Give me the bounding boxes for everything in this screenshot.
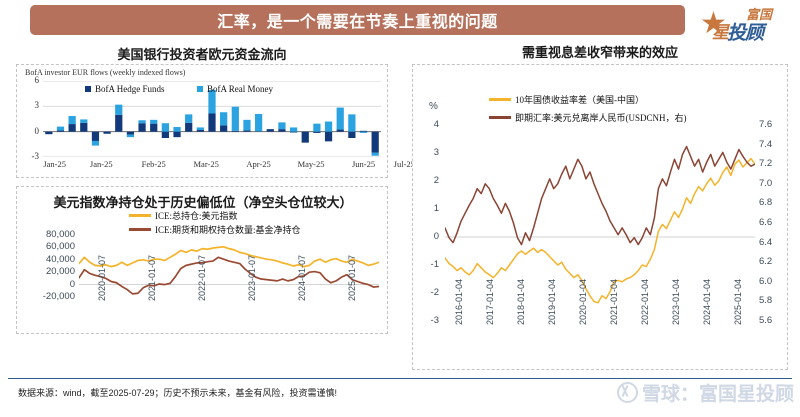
axis-tick-label: 2019-01-04 (547, 278, 558, 325)
axis-tick-label: Jun-25 (351, 159, 376, 169)
legend-line-icon (129, 214, 151, 217)
usdx-plot (79, 235, 379, 297)
legend-label: 10年国债收益率差（美国-中国） (515, 95, 644, 105)
axis-tick-label: 20,000 (45, 266, 75, 278)
axis-tick-label: 6.4 (759, 236, 773, 248)
axis-tick-label: -1 (430, 259, 439, 270)
axis-tick-label: -20,000 (42, 291, 75, 302)
legend-label: 即期汇率:美元兑离岸人民币(USDCNH，右) (515, 113, 687, 123)
header-title-bar: 汇率，是一个需要在节奏上重视的问题 (30, 5, 685, 35)
axis-tick-label: 0 (69, 278, 75, 290)
axis-tick-label: 5.6 (759, 315, 773, 326)
axis-tick-label: Feb-25 (141, 159, 166, 169)
axis-tick-label: Apr-25 (246, 159, 271, 169)
axis-tick-label: 5.8 (759, 295, 773, 307)
axis-tick-label: 3 (34, 100, 40, 111)
axis-tick-label: 60,000 (45, 241, 75, 253)
legend-line-icon (489, 98, 511, 101)
axis-tick-label: 2022-01-04 (640, 278, 651, 325)
axis-tick-label: 2 (433, 175, 439, 186)
axis-tick-label: 2020-01-04 (578, 278, 589, 325)
axis-tick-label: 6.6 (759, 217, 773, 228)
axis-tick-label: 6.0 (759, 275, 773, 287)
footer-note: 数据来源：wind，截至2025-07-29；历史不预示未来，基金有风险，投资需… (18, 388, 338, 398)
panel-eur-flows-title: 美国银行投资者欧元资金流向 (117, 47, 287, 62)
axis-tick-label: 40,000 (45, 253, 75, 265)
legend-swatch-icon (197, 86, 203, 92)
star-icon: ★ (700, 7, 727, 40)
legend-usdx-net: ICE:期货和期权持仓数量:基金净持仓 (129, 223, 301, 236)
axis-tick-label: 2021-01-07 (146, 254, 157, 301)
xueqiu-watermark: 雪球：富国星投顾 (616, 379, 794, 406)
spread-left-axis-unit: % (429, 101, 438, 112)
legend-usdx-total: ICE:总持仓:美元指数 (129, 209, 238, 222)
axis-tick-label: Jan-25 (89, 159, 113, 169)
chart-usdx: 美元指数净持仓处于历史偏低位（净空头仓位较大） ICE:总持仓:美元指数 ICE… (16, 186, 388, 334)
chart-eur-flows-caption: BofA investor EUR flows (weekly indexed … (25, 68, 186, 77)
legend-label: BofA Hedge Funds (95, 84, 165, 94)
axis-tick-label: 2017-01-04 (485, 278, 496, 325)
axis-tick-label: -2 (430, 287, 439, 298)
axis-tick-label: 2020-01-07 (96, 254, 107, 301)
legend-label: BofA Real Money (207, 84, 273, 94)
axis-tick-label: 2024-01-04 (702, 278, 713, 325)
axis-tick-label: 2025-01-07 (346, 254, 357, 301)
axis-tick-label: -3 (31, 151, 40, 161)
panel-spread-title: 需重视息差收窄带来的效应 (521, 45, 678, 60)
brand-logo: ★ 星 富国 投顾 (700, 2, 796, 44)
legend-spread-usdcnh: 即期汇率:美元兑离岸人民币(USDCNH，右) (489, 111, 687, 124)
legend-spread-yield: 10年国债收益率差（美国-中国） (489, 93, 644, 106)
footer-divider (8, 378, 792, 379)
axis-tick-label: 7.4 (759, 138, 773, 150)
axis-tick-label: 0 (433, 231, 439, 242)
panel-spread: 需重视息差收窄带来的效应 10年国债收益率差（美国-中国） 即期汇率:美元兑离岸… (404, 42, 796, 372)
logo-brand-top: 富国 (746, 7, 773, 22)
axis-tick-label: 2023-01-04 (671, 278, 682, 325)
axis-tick-label: 6.8 (759, 197, 773, 209)
legend-eur-real-money: BofA Real Money (197, 84, 273, 94)
xueqiu-label: 雪球：富国星投顾 (641, 384, 794, 405)
axis-tick-label: 3 (433, 147, 439, 158)
axis-tick-label: Jul-25 (393, 159, 415, 169)
panel-usdx: 美元指数净持仓处于历史偏低位（净空头仓位较大） ICE:总持仓:美元指数 ICE… (8, 186, 396, 336)
axis-tick-label: Mar-25 (193, 159, 219, 169)
axis-tick-label: 2016-01-04 (454, 278, 465, 325)
axis-tick-label: 7.6 (759, 119, 773, 130)
axis-tick-label: 7.0 (759, 177, 773, 189)
panel-usdx-title: 美元指数净持仓处于历史偏低位（净空头仓位较大） (53, 195, 353, 210)
legend-line-icon (129, 228, 151, 231)
logo-brand-bottom: 投顾 (727, 23, 764, 44)
spread-plot (445, 125, 755, 321)
axis-tick-label: May-25 (297, 159, 325, 169)
eur-flows-plot (43, 81, 381, 157)
xueqiu-icon (616, 382, 638, 403)
page-title: 汇率，是一个需要在节奏上重视的问题 (217, 14, 498, 31)
axis-tick-label: Jan-25 (43, 159, 66, 169)
axis-tick-label: 2018-01-04 (516, 278, 527, 325)
legend-swatch-icon (85, 86, 91, 92)
axis-tick-label: 2025-01-04 (733, 278, 744, 325)
axis-tick-label: 2022-01-07 (196, 254, 207, 301)
page-header: 汇率，是一个需要在节奏上重视的问题 ★ 星 富国 投顾 (0, 0, 800, 44)
chart-eur-flows: BofA investor EUR flows (weekly indexed … (16, 64, 415, 178)
axis-tick-label: 4 (433, 119, 439, 130)
legend-eur-hedge: BofA Hedge Funds (85, 84, 165, 94)
legend-line-icon (489, 116, 511, 119)
axis-tick-label: 6 (34, 75, 40, 85)
axis-tick-label: -3 (430, 315, 439, 326)
axis-tick-label: 7.2 (759, 158, 773, 170)
axis-tick-label: 2023-01-07 (246, 254, 257, 301)
axis-tick-label: 1 (433, 203, 439, 214)
chart-spread: 10年国债收益率差（美国-中国） 即期汇率:美元兑离岸人民币(USDCNH，右)… (412, 64, 788, 370)
logo-sun-char: 星 (712, 23, 729, 42)
legend-label: ICE:总持仓:美元指数 (155, 211, 238, 221)
axis-tick-label: 6.2 (759, 256, 773, 268)
axis-tick-label: 2021-01-04 (609, 278, 620, 325)
axis-tick-label: 2024-01-07 (296, 254, 307, 301)
axis-tick-label: 0 (34, 125, 40, 136)
panel-eur-flows: 美国银行投资者欧元资金流向 BofA investor EUR flows (w… (8, 42, 415, 182)
legend-label: ICE:期货和期权持仓数量:基金净持仓 (155, 225, 301, 235)
axis-tick-label: 80,000 (45, 229, 75, 240)
